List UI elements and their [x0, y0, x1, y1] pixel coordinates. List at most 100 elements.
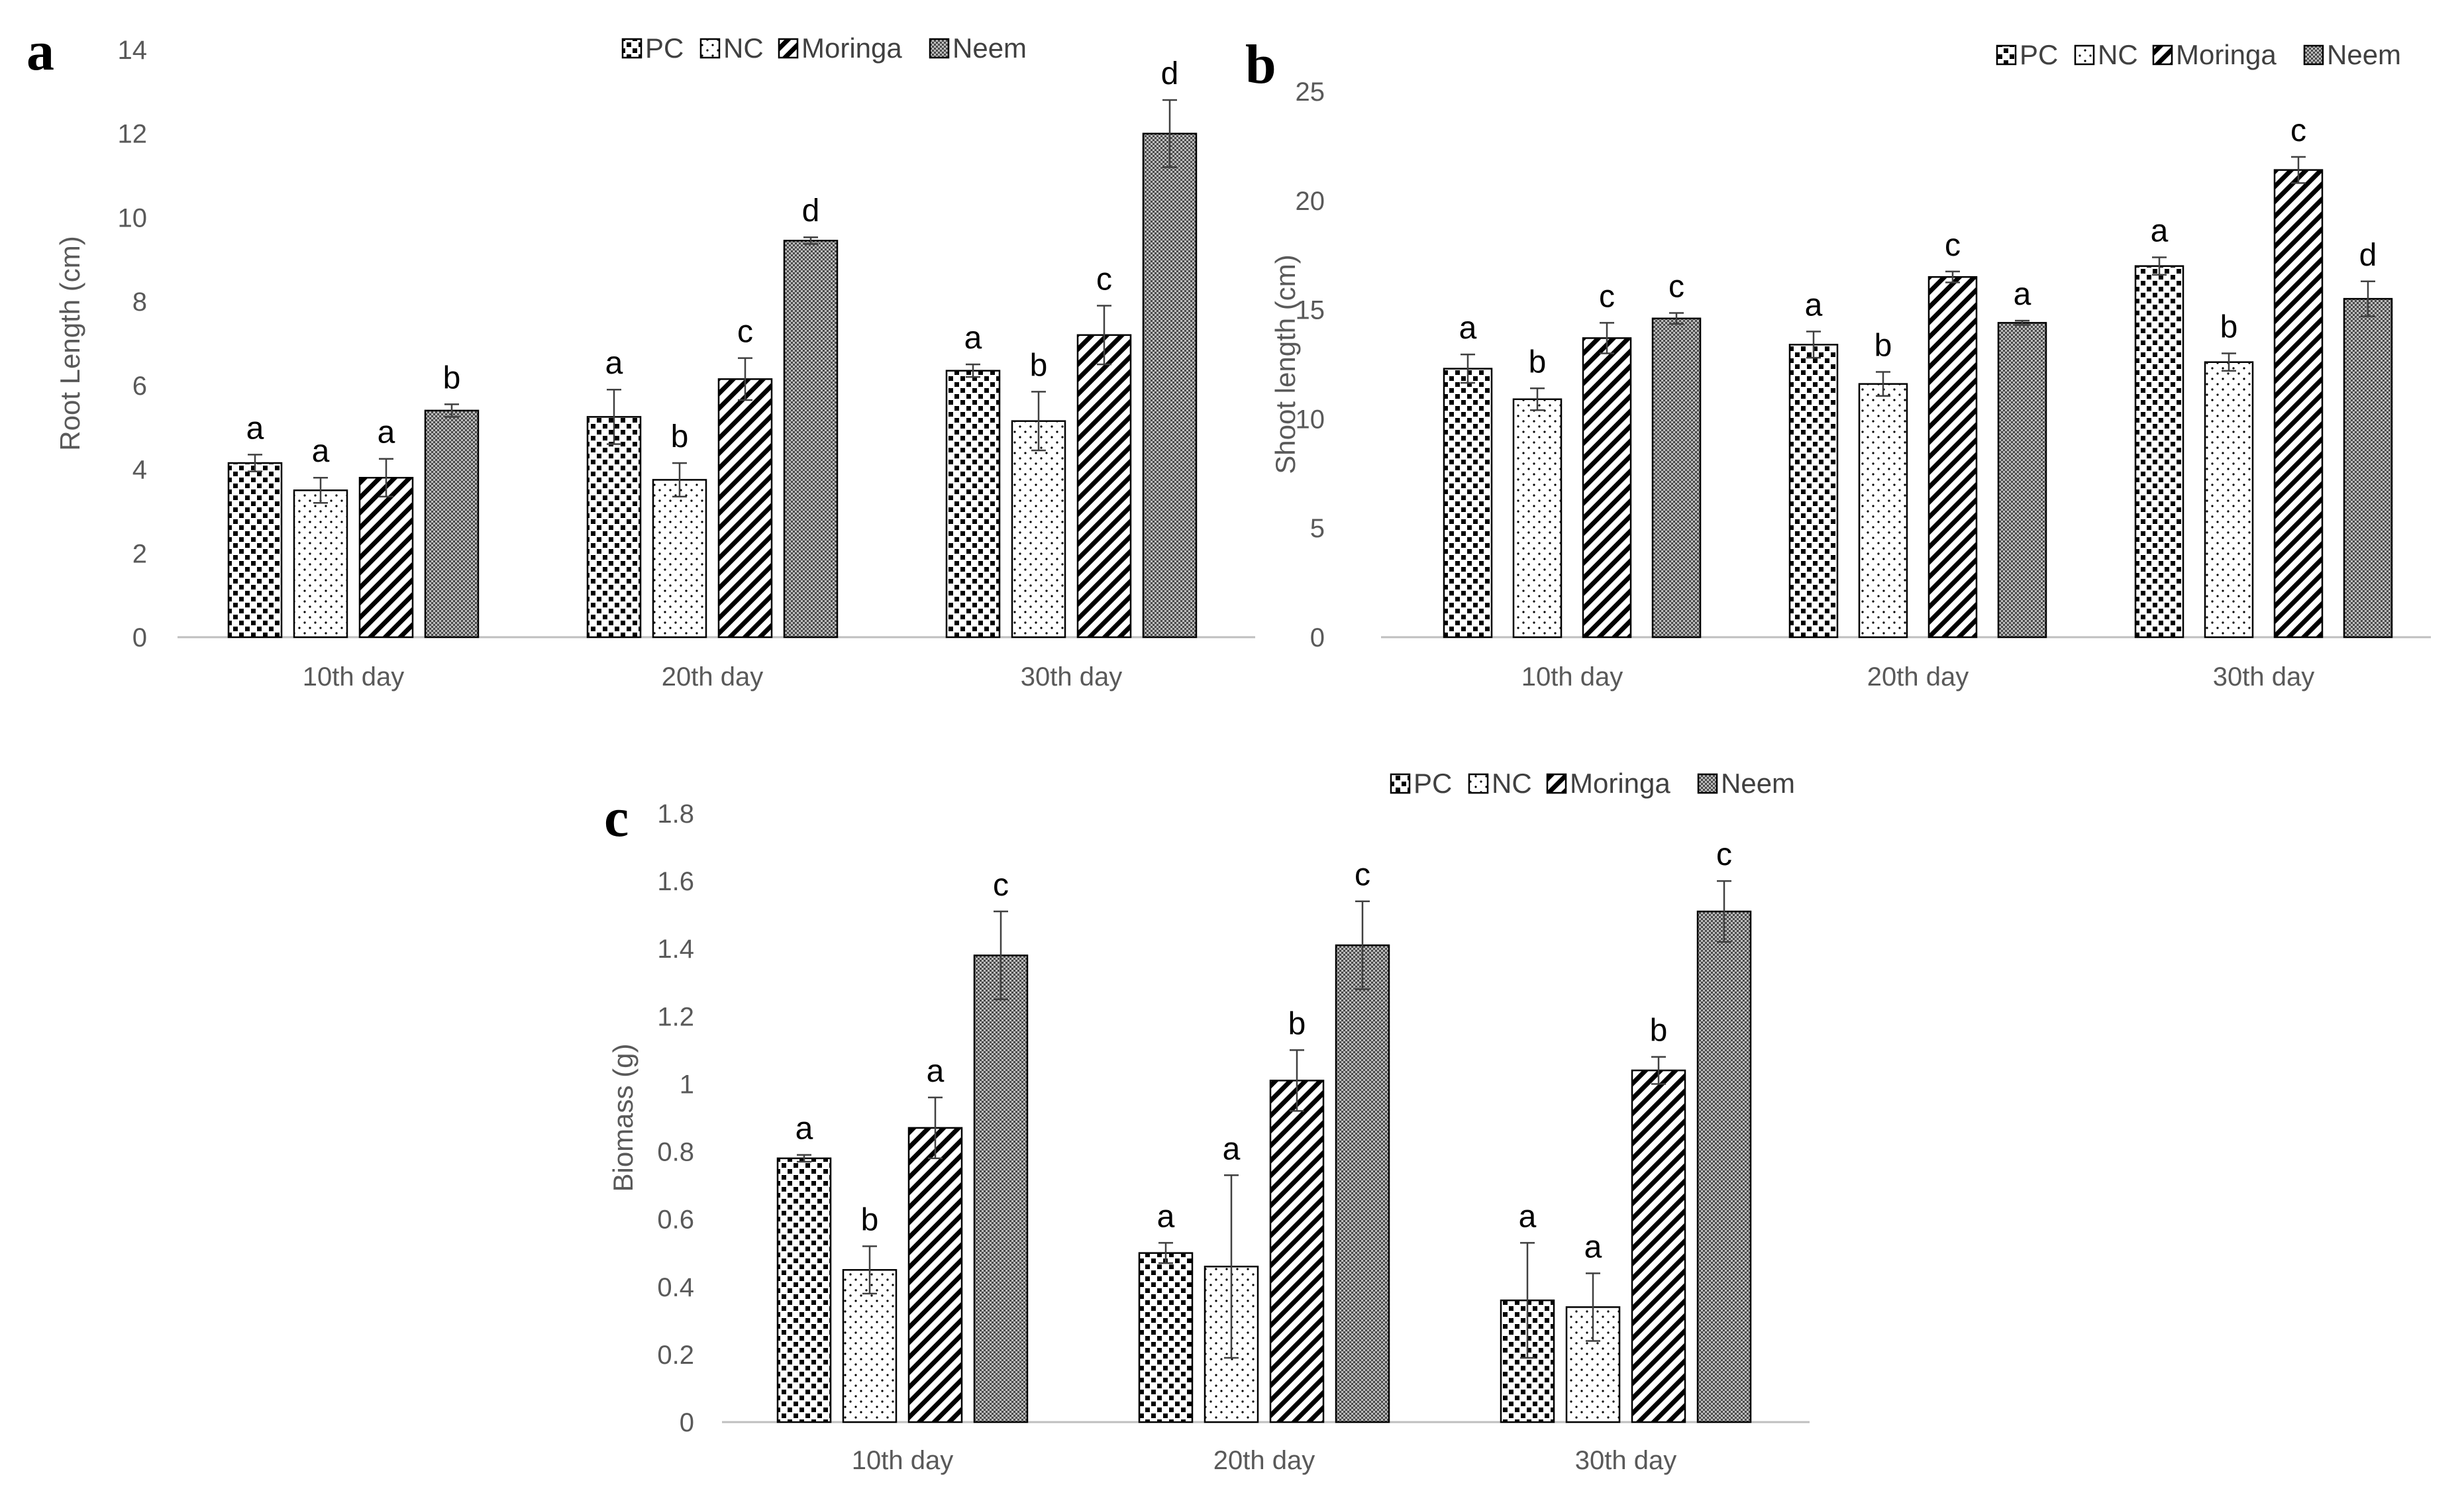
y-axis-title: Biomass (g): [607, 1043, 639, 1192]
significance-label: c: [2290, 113, 2306, 148]
significance-label: a: [1223, 1131, 1241, 1166]
bar-nc: [842, 1269, 898, 1423]
y-tick-label: 0.2: [657, 1341, 694, 1370]
significance-label: c: [1599, 279, 1615, 314]
bar-pc: [1443, 368, 1493, 639]
y-tick-label: 0: [1310, 623, 1325, 652]
significance-label: b: [1650, 1013, 1668, 1049]
bar-pc: [776, 1157, 832, 1423]
bar-neem: [1997, 322, 2047, 639]
significance-label: a: [964, 321, 982, 356]
y-tick-label: 0: [132, 623, 147, 652]
significance-label: d: [1161, 56, 1179, 91]
x-category-label: 30th day: [1021, 662, 1122, 692]
legend-label-pc: PC: [2020, 39, 2058, 70]
bar-nc: [1512, 398, 1563, 639]
significance-label: a: [927, 1054, 945, 1089]
x-category-label: 10th day: [303, 662, 404, 692]
y-axis-title: Shoot length (cm): [1270, 254, 1301, 474]
bar-neem: [424, 409, 480, 639]
y-tick-label: 0: [680, 1408, 694, 1437]
y-tick-label: 12: [118, 120, 148, 149]
significance-label: a: [2014, 277, 2031, 312]
significance-label: c: [1716, 837, 1732, 872]
bar-neem: [2343, 297, 2393, 639]
x-category-label: 20th day: [1213, 1446, 1315, 1475]
significance-label: b: [2220, 310, 2238, 345]
x-category-label: 30th day: [2213, 662, 2314, 692]
bar-neem: [783, 240, 839, 639]
y-tick-label: 4: [132, 456, 147, 485]
bar-nc: [293, 489, 348, 639]
bar-pc: [1788, 344, 1839, 639]
y-tick-label: 10: [1296, 405, 1325, 434]
y-tick-label: 1.4: [657, 935, 694, 964]
legend-label-nc: NC: [723, 32, 764, 64]
significance-label: a: [605, 346, 623, 381]
y-tick-label: 5: [1310, 514, 1325, 543]
bar-pc: [945, 370, 1001, 639]
bar-moringa: [1631, 1069, 1686, 1423]
significance-label: a: [1459, 311, 1477, 346]
bar-nc: [2204, 361, 2254, 639]
legend-swatch-moringa: [2152, 44, 2173, 66]
legend-swatch-neem: [2303, 44, 2324, 66]
y-axis-title: Root Length (cm): [54, 236, 85, 450]
bar-moringa: [1076, 334, 1132, 639]
legend-label-moringa: Moringa: [1570, 768, 1670, 799]
y-tick-label: 0.8: [657, 1138, 694, 1167]
panel-letter-b: b: [1245, 34, 1276, 95]
y-tick-label: 20: [1296, 187, 1325, 216]
panel-letter-a: a: [26, 21, 54, 82]
bar-neem: [1142, 132, 1198, 639]
significance-label: a: [312, 434, 330, 469]
significance-label: c: [1945, 228, 1961, 263]
significance-label: c: [1096, 262, 1112, 297]
legend-swatch-neem: [1697, 773, 1718, 794]
chart-panels: a 0 2 4 6 8 10 12 14 Root Length (cm) a a a b 10th day…: [26, 21, 2431, 1475]
legend-swatch-nc: [1468, 773, 1489, 794]
legend-swatch-neem: [929, 38, 950, 59]
bar-nc: [1011, 420, 1066, 639]
y-tick-label: 6: [132, 372, 147, 401]
legend-swatch-nc: [2074, 44, 2095, 66]
legend-swatch-pc: [621, 38, 642, 59]
chart-panel-c: c 0 0.2 0.4 0.6 0.8 1 1.2 1.4 1.6 1.8 Biomass (g) a b…: [604, 768, 1810, 1475]
panel-letter-c: c: [604, 787, 629, 848]
legend-label-moringa: Moringa: [801, 32, 902, 64]
significance-label: b: [1288, 1006, 1306, 1041]
x-category-label: 30th day: [1575, 1446, 1676, 1475]
bar-moringa: [2273, 169, 2324, 639]
y-tick-label: 10: [118, 203, 148, 232]
significance-label: c: [1668, 270, 1684, 305]
y-tick-label: 1.8: [657, 799, 694, 829]
bar-pc: [2134, 265, 2184, 639]
y-tick-label: 2: [132, 539, 147, 568]
legend-swatch-moringa: [778, 38, 799, 59]
bar-moringa: [907, 1127, 963, 1423]
legend-label-nc: NC: [1492, 768, 1532, 799]
significance-label: b: [1874, 329, 1892, 364]
bar-neem: [1335, 944, 1390, 1423]
significance-label: b: [1529, 344, 1547, 380]
chart-panel-b: b 0 5 10 15 20 25 Shoot length (cm) a b c c 10th day…: [1245, 34, 2431, 692]
x-category-label: 20th day: [662, 662, 763, 692]
bar-nc: [652, 479, 707, 639]
y-tick-label: 8: [132, 287, 147, 317]
significance-label: a: [1519, 1199, 1537, 1234]
legend-label-pc: PC: [645, 32, 684, 64]
y-tick-label: 25: [1296, 77, 1325, 107]
significance-label: d: [802, 193, 820, 229]
x-category-label: 10th day: [852, 1446, 953, 1475]
y-tick-label: 14: [118, 36, 148, 65]
bar-pc: [586, 416, 642, 639]
bar-moringa: [1927, 276, 1978, 639]
significance-label: a: [378, 415, 395, 450]
bar-moringa: [1582, 337, 1632, 639]
significance-label: c: [737, 315, 753, 350]
bar-neem: [1696, 910, 1752, 1423]
chart-panel-a: a 0 2 4 6 8 10 12 14 Root Length (cm) a a a b 10th day…: [26, 21, 1255, 692]
y-tick-label: 15: [1296, 296, 1325, 325]
x-category-label: 20th day: [1867, 662, 1969, 692]
